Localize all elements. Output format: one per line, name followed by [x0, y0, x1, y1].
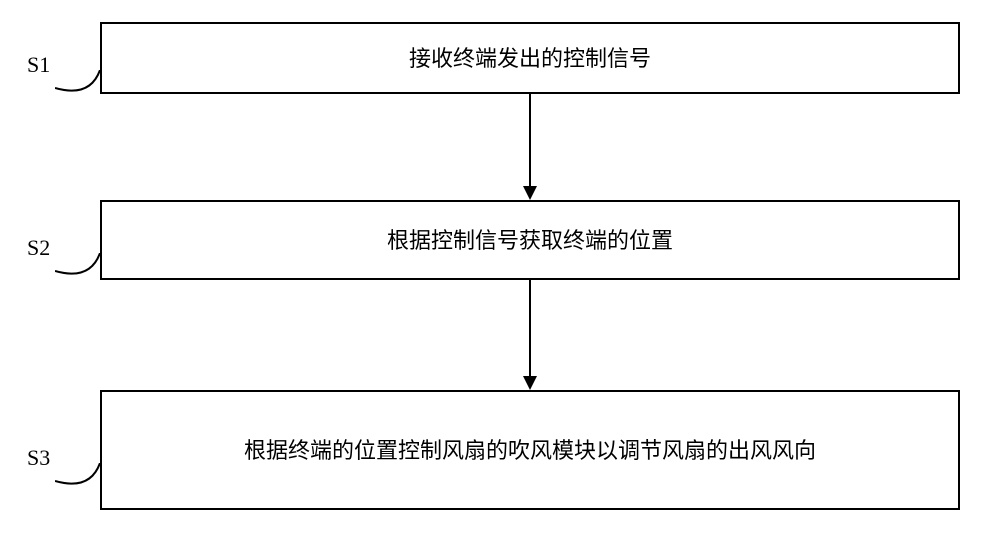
step-label-s2: S2 — [27, 235, 50, 261]
step-label-s3: S3 — [27, 445, 50, 471]
arrow-s2-s3 — [520, 280, 540, 390]
label-curve-s2 — [55, 253, 105, 288]
step-box-s3: 根据终端的位置控制风扇的吹风模块以调节风扇的出风风向 — [100, 390, 960, 510]
step-label-s1: S1 — [27, 52, 50, 78]
label-curve-s1 — [55, 70, 105, 105]
flowchart-container: 接收终端发出的控制信号 S1 根据控制信号获取终端的位置 S2 根据终端的位置控… — [0, 0, 1000, 547]
step-box-s1: 接收终端发出的控制信号 — [100, 22, 960, 94]
step-text-s3: 根据终端的位置控制风扇的吹风模块以调节风扇的出风风向 — [244, 434, 816, 467]
step-box-s2: 根据控制信号获取终端的位置 — [100, 200, 960, 280]
label-curve-s3 — [55, 463, 105, 498]
arrow-s1-s2 — [520, 94, 540, 200]
step-text-s2: 根据控制信号获取终端的位置 — [387, 224, 673, 257]
step-text-s1: 接收终端发出的控制信号 — [409, 42, 651, 75]
